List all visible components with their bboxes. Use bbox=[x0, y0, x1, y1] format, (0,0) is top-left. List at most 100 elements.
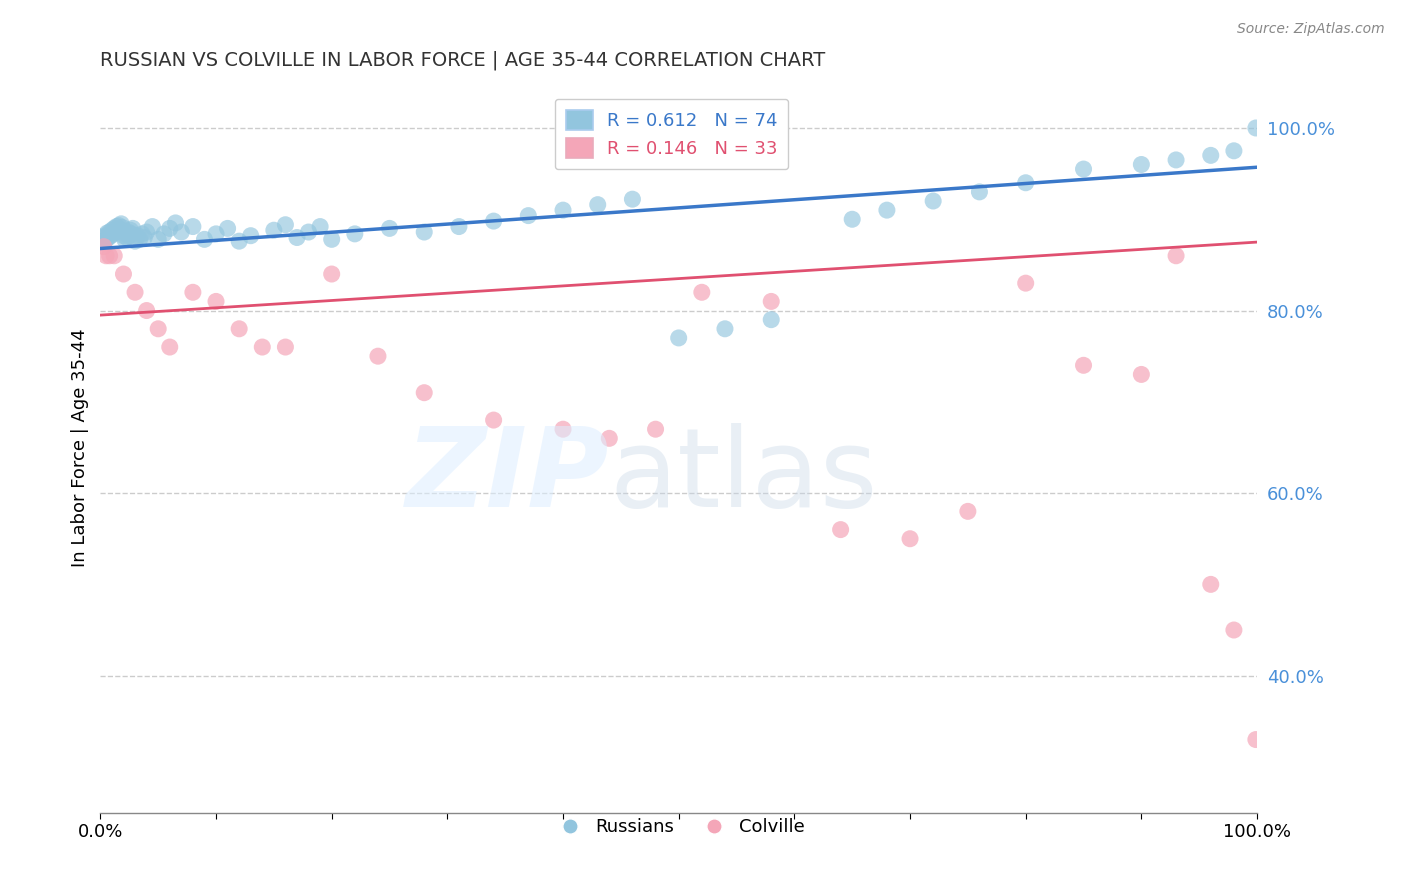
Point bbox=[103, 249, 125, 263]
Point bbox=[118, 228, 141, 243]
Point bbox=[170, 225, 193, 239]
Point bbox=[1164, 249, 1187, 263]
Point bbox=[1015, 176, 1038, 190]
Point bbox=[107, 223, 129, 237]
Point bbox=[124, 234, 146, 248]
Point bbox=[876, 203, 898, 218]
Point bbox=[135, 303, 157, 318]
Point bbox=[148, 232, 170, 246]
Point bbox=[922, 194, 945, 208]
Point bbox=[131, 227, 153, 241]
Point bbox=[108, 222, 131, 236]
Text: Source: ZipAtlas.com: Source: ZipAtlas.com bbox=[1237, 22, 1385, 37]
Point bbox=[761, 294, 783, 309]
Point bbox=[111, 220, 134, 235]
Point bbox=[1223, 623, 1246, 637]
Point bbox=[193, 232, 215, 246]
Point bbox=[124, 285, 146, 300]
Point bbox=[101, 223, 124, 237]
Point bbox=[598, 431, 620, 445]
Point bbox=[98, 249, 121, 263]
Point bbox=[112, 228, 135, 243]
Point bbox=[1199, 148, 1222, 162]
Point bbox=[128, 232, 150, 246]
Point bbox=[91, 230, 114, 244]
Point bbox=[1015, 276, 1038, 290]
Point bbox=[121, 227, 143, 241]
Point bbox=[141, 219, 163, 234]
Point bbox=[1164, 153, 1187, 167]
Text: RUSSIAN VS COLVILLE IN LABOR FORCE | AGE 35-44 CORRELATION CHART: RUSSIAN VS COLVILLE IN LABOR FORCE | AGE… bbox=[100, 51, 825, 70]
Point bbox=[309, 219, 332, 234]
Point bbox=[956, 504, 979, 518]
Point bbox=[103, 221, 125, 235]
Point bbox=[1130, 368, 1153, 382]
Point bbox=[274, 218, 297, 232]
Point bbox=[159, 221, 181, 235]
Y-axis label: In Labor Force | Age 35-44: In Labor Force | Age 35-44 bbox=[72, 328, 89, 566]
Point bbox=[969, 185, 991, 199]
Point bbox=[898, 532, 921, 546]
Point bbox=[114, 227, 136, 241]
Point bbox=[586, 197, 609, 211]
Point bbox=[761, 312, 783, 326]
Point bbox=[1073, 359, 1095, 373]
Point bbox=[153, 227, 176, 241]
Text: atlas: atlas bbox=[609, 423, 877, 530]
Point bbox=[1244, 120, 1267, 135]
Point bbox=[1130, 157, 1153, 171]
Point bbox=[94, 228, 117, 243]
Point bbox=[181, 285, 204, 300]
Point bbox=[551, 422, 574, 436]
Point bbox=[482, 214, 505, 228]
Point bbox=[93, 235, 115, 249]
Point bbox=[447, 219, 470, 234]
Point bbox=[321, 232, 343, 246]
Point bbox=[343, 227, 366, 241]
Point bbox=[413, 385, 436, 400]
Point bbox=[239, 228, 262, 243]
Point bbox=[367, 349, 389, 363]
Point bbox=[117, 225, 139, 239]
Point bbox=[1244, 732, 1267, 747]
Point bbox=[120, 223, 142, 237]
Point bbox=[97, 230, 120, 244]
Point bbox=[135, 225, 157, 239]
Point bbox=[127, 228, 149, 243]
Point bbox=[714, 322, 737, 336]
Point bbox=[841, 212, 863, 227]
Point bbox=[378, 221, 401, 235]
Text: ZIP: ZIP bbox=[406, 423, 609, 530]
Point bbox=[115, 230, 138, 244]
Point bbox=[1223, 144, 1246, 158]
Point bbox=[205, 227, 228, 241]
Point bbox=[105, 219, 128, 234]
Point bbox=[94, 249, 117, 263]
Point bbox=[551, 203, 574, 218]
Point bbox=[517, 209, 540, 223]
Point bbox=[228, 322, 250, 336]
Point bbox=[101, 227, 124, 241]
Point bbox=[621, 192, 644, 206]
Point bbox=[165, 216, 187, 230]
Point bbox=[285, 230, 308, 244]
Point bbox=[263, 223, 285, 237]
Point bbox=[274, 340, 297, 354]
Point bbox=[413, 225, 436, 239]
Point bbox=[100, 228, 122, 243]
Point bbox=[668, 331, 690, 345]
Point bbox=[98, 225, 121, 239]
Point bbox=[110, 217, 132, 231]
Point bbox=[114, 232, 136, 246]
Point bbox=[181, 219, 204, 234]
Legend: Russians, Colville: Russians, Colville bbox=[546, 811, 813, 844]
Point bbox=[94, 232, 117, 246]
Point bbox=[148, 322, 170, 336]
Point bbox=[690, 285, 713, 300]
Point bbox=[644, 422, 666, 436]
Point bbox=[121, 221, 143, 235]
Point bbox=[104, 225, 127, 239]
Point bbox=[1199, 577, 1222, 591]
Point bbox=[96, 226, 118, 240]
Point bbox=[217, 221, 239, 235]
